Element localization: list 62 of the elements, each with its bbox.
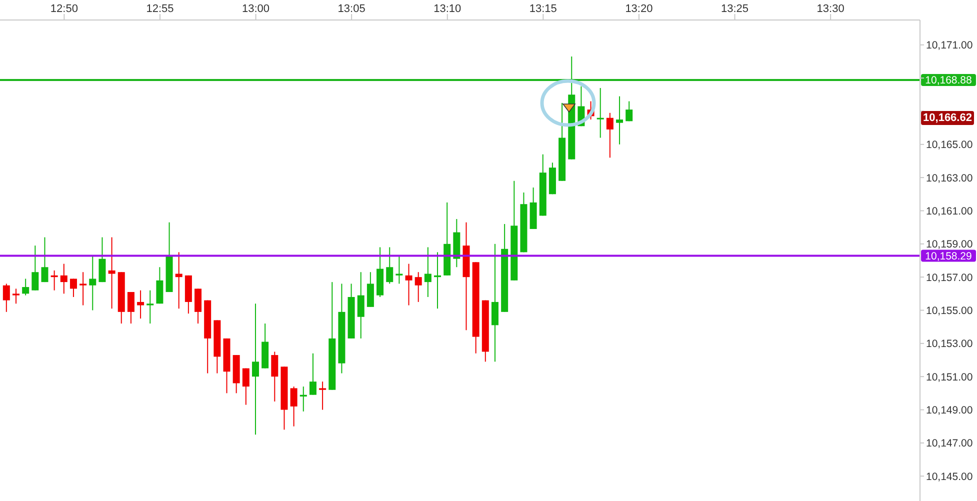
x-tick-label: 12:50 (50, 3, 78, 15)
x-tick-label: 13:20 (625, 3, 653, 15)
candlestick (300, 386, 307, 412)
candlestick (156, 266, 164, 304)
candlestick (127, 292, 134, 324)
x-tick-label: 12:55 (146, 3, 174, 15)
candlestick (290, 386, 298, 427)
candlestick (414, 272, 422, 302)
y-tick-label: 10,171.00 (926, 40, 973, 52)
x-tick-label: 13:10 (434, 3, 462, 15)
y-tick-label: 10,159.00 (926, 238, 973, 251)
candlestick (41, 236, 48, 283)
y-tick-label: 10,161.00 (926, 205, 973, 218)
candlestick (386, 246, 394, 284)
candlestick (319, 381, 326, 410)
x-tick-label: 13:15 (529, 3, 557, 15)
candlestick (357, 272, 364, 339)
candlestick (396, 255, 403, 284)
candlestick (606, 112, 614, 158)
candlestick (32, 245, 39, 291)
candlestick (50, 270, 58, 291)
candlestick (70, 278, 77, 298)
candlestick (626, 100, 633, 122)
y-tick-label: 10,153.00 (926, 338, 973, 350)
candlestick (366, 272, 374, 308)
candlestick (108, 236, 116, 310)
candlestick (242, 368, 250, 406)
candlestick (252, 303, 259, 436)
candlestick (175, 252, 182, 310)
ref-line-label: 10,158.29 (925, 250, 972, 262)
text: 10,166.62 (921, 111, 974, 125)
candlestick (22, 278, 30, 296)
candlestick (434, 252, 441, 310)
candlestick (309, 352, 316, 396)
y-tick-label: 10,147.00 (926, 438, 973, 450)
candlestick (194, 288, 202, 324)
candlestick (424, 246, 432, 298)
y-tick-label: 10,149.00 (926, 404, 973, 417)
candlestick (616, 96, 624, 145)
ref-line-label: 10,168.88 (925, 74, 972, 87)
x-tick-label: 13:05 (338, 3, 366, 15)
candlestick (491, 243, 498, 362)
candlestick (271, 351, 278, 402)
y-tick-label: 10,163.00 (926, 172, 973, 184)
candlestick (12, 288, 20, 304)
candlestick (137, 290, 144, 320)
candlestick (405, 263, 412, 306)
x-tick-label: 13:30 (816, 3, 844, 15)
candlestick (596, 88, 604, 138)
y-tick-label: 10,155.00 (926, 304, 973, 317)
x-tick-label: 13:00 (242, 3, 270, 15)
candlestick (89, 255, 96, 311)
y-tick-label: 10,151.00 (926, 371, 973, 384)
x-tick-label: 13:25 (721, 3, 749, 15)
candlestick (80, 272, 87, 306)
y-tick-label: 10,145.00 (926, 470, 973, 483)
candlestick (2, 283, 10, 312)
candlestick (60, 263, 68, 294)
candlestick (98, 236, 106, 283)
candlestick (146, 290, 154, 324)
y-tick-label: 10,157.00 (926, 272, 973, 284)
y-tick-label: 10,165.00 (926, 139, 973, 152)
